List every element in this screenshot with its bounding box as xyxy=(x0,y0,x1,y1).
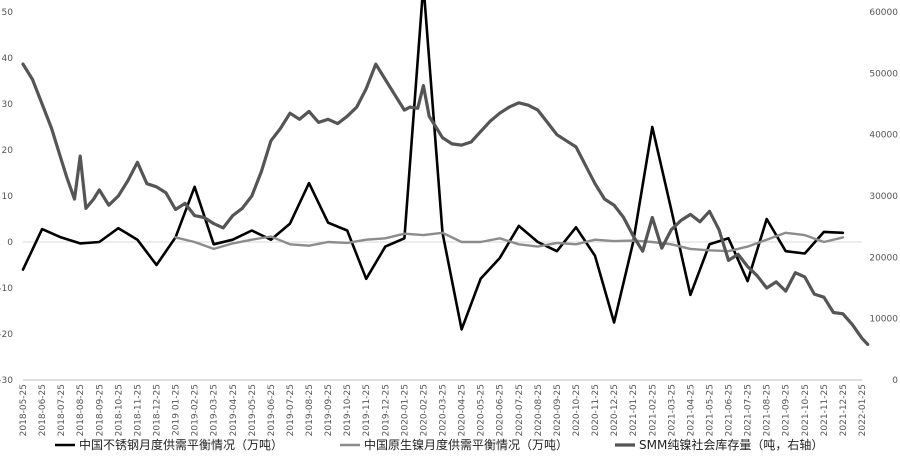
x-tick-label: 2020-07-25 xyxy=(515,384,525,436)
y-right-tick-label: 50000 xyxy=(869,69,898,79)
x-tick-label: 2019-05-25 xyxy=(248,384,258,436)
x-tick-label: 2021-02-25 xyxy=(648,384,658,436)
y-right-tick-label: 40000 xyxy=(869,131,898,141)
x-tick-label: 2021-12-25 xyxy=(839,384,849,436)
x-tick-label: 2021-06-25 xyxy=(725,384,735,436)
y-left-tick-label: 20 xyxy=(2,146,14,156)
x-tick-label: 2019-09-25 xyxy=(324,384,334,436)
x-tick-label: 2018-12-25 xyxy=(152,384,162,436)
x-tick-label: 2018-05-25 xyxy=(19,384,29,436)
x-tick-label: 2021-04-25 xyxy=(686,384,696,436)
legend-label-1: 中国不锈钢月度供需平衡情况（万吨） xyxy=(79,437,283,452)
y-right-tick-label: 30000 xyxy=(869,192,898,202)
y-left-tick-label: -20 xyxy=(0,330,13,340)
y-right-tick-label: 10000 xyxy=(869,315,898,325)
x-tick-label: 2019-08-25 xyxy=(305,384,315,436)
y-right-tick-label: 20000 xyxy=(869,253,898,263)
y-left-tick-label: 40 xyxy=(2,54,14,64)
x-tick-label: 2018-07-25 xyxy=(57,384,67,436)
x-tick-label: 2018-06-25 xyxy=(38,384,48,436)
x-tick-label: 2020-03-25 xyxy=(439,384,449,436)
x-tick-label: 2021-09-25 xyxy=(782,384,792,436)
y-left-tick-label: 10 xyxy=(2,192,14,202)
x-tick-label: 2019-03-25 xyxy=(210,384,220,436)
y-left-tick-label: -30 xyxy=(0,376,13,386)
x-tick-label: 2020-08-25 xyxy=(534,384,544,436)
x-tick-label: 2021-08-25 xyxy=(763,384,773,436)
legend: 中国不锈钢月度供需平衡情况（万吨） 中国原生镍月度供需平衡情况（万吨） SMM纯镍社… xyxy=(55,437,823,452)
x-tick-label: 2020-09-25 xyxy=(553,384,563,436)
series-group xyxy=(21,0,870,346)
x-tick-label: 2019-02-25 xyxy=(191,384,201,436)
y-left-tick-label: 50 xyxy=(2,8,14,18)
y-left-tick-label: -10 xyxy=(0,284,13,294)
axes-group: -30 -20 -10 0 10 20 30 40 50 0 10000 20000 30000 4000… xyxy=(0,8,898,436)
x-tick-label: 2018-10-25 xyxy=(114,384,124,436)
x-tick-label: 2018-08-25 xyxy=(76,384,86,436)
x-tick-label: 2020-02-25 xyxy=(419,384,429,436)
x-tick-label: 2021-05-25 xyxy=(705,384,715,436)
x-tick-label: 2019-12-25 xyxy=(381,384,391,436)
x-tick-label: 2020-05-25 xyxy=(477,384,487,436)
x-tick-label: 2019-07-25 xyxy=(286,384,296,436)
x-tick-label: 2019-04-25 xyxy=(229,384,239,436)
y-right-tick-label: 60000 xyxy=(869,8,898,18)
legend-label-2: 中国原生镍月度供需平衡情况（万吨） xyxy=(364,437,568,452)
x-tick-label: 2021-07-25 xyxy=(744,384,754,436)
x-tick-label: 2020-11-25 xyxy=(591,384,601,436)
x-tick-label: 2021-03-25 xyxy=(667,384,677,436)
x-tick-label: 2021-11-25 xyxy=(820,384,830,436)
x-tick-label: 2021-01-25 xyxy=(629,384,639,436)
x-tick-label: 2020-12-25 xyxy=(610,384,620,436)
x-tick-label: 2022-01-25 xyxy=(858,384,868,436)
x-tick-label: 2019-11-25 xyxy=(362,384,372,436)
x-tick-label: 2019 01-25 xyxy=(172,384,182,436)
x-tick-label: 2020-06-25 xyxy=(496,384,506,436)
series-line-3 xyxy=(21,62,870,346)
y-right-tick-label: 0 xyxy=(892,376,898,386)
series-line-1 xyxy=(21,0,845,331)
y-left-tick-label: 30 xyxy=(2,100,14,110)
x-tick-label: 2019-10-25 xyxy=(343,384,353,436)
x-tick-label: 2021-10-25 xyxy=(801,384,811,436)
y-left-tick-label: 0 xyxy=(7,238,13,248)
x-tick-label: 2018-11-25 xyxy=(133,384,143,436)
x-tick-label: 2018-09-25 xyxy=(95,384,105,436)
legend-label-3: SMM纯镍社会库存量（吨，右轴） xyxy=(639,437,823,452)
x-tick-label: 2020-04-25 xyxy=(458,384,468,436)
x-tick-label: 2020-10-25 xyxy=(572,384,582,436)
series-line-2 xyxy=(174,231,845,253)
x-tick-label: 2019-06-25 xyxy=(267,384,277,436)
x-tick-label: 2020-01-25 xyxy=(400,384,410,436)
